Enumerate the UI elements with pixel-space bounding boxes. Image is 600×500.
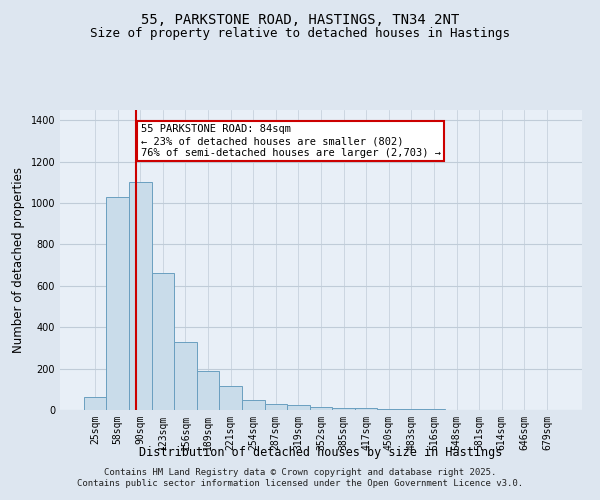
Bar <box>106 197 129 410</box>
Text: Distribution of detached houses by size in Hastings: Distribution of detached houses by size … <box>139 446 503 459</box>
Text: 55 PARKSTONE ROAD: 84sqm
← 23% of detached houses are smaller (802)
76% of semi-: 55 PARKSTONE ROAD: 84sqm ← 23% of detach… <box>140 124 440 158</box>
Bar <box>332 408 355 410</box>
Bar <box>355 408 377 410</box>
Bar <box>197 370 220 410</box>
Bar <box>220 386 242 410</box>
Text: 55, PARKSTONE ROAD, HASTINGS, TN34 2NT: 55, PARKSTONE ROAD, HASTINGS, TN34 2NT <box>141 12 459 26</box>
Bar <box>310 407 332 410</box>
Y-axis label: Number of detached properties: Number of detached properties <box>12 167 25 353</box>
Bar <box>377 409 400 410</box>
Bar <box>84 396 106 410</box>
Bar <box>174 342 197 410</box>
Bar <box>265 404 287 410</box>
Text: Contains HM Land Registry data © Crown copyright and database right 2025.
Contai: Contains HM Land Registry data © Crown c… <box>77 468 523 487</box>
Bar <box>152 274 174 410</box>
Text: Size of property relative to detached houses in Hastings: Size of property relative to detached ho… <box>90 28 510 40</box>
Bar <box>242 400 265 410</box>
Bar <box>129 182 152 410</box>
Bar <box>287 406 310 410</box>
